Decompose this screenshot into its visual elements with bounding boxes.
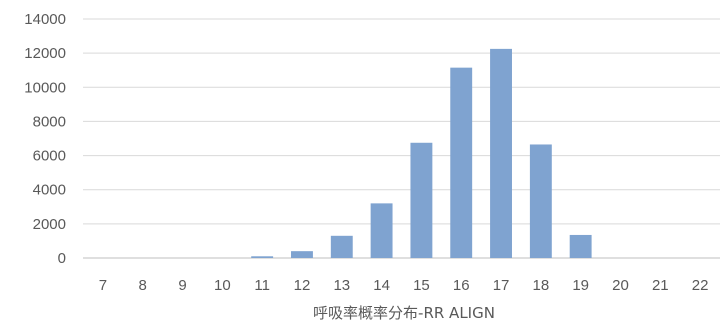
bar-11: [251, 256, 274, 258]
x-axis-label: 呼吸率概率分布-RR ALIGN: [313, 304, 495, 322]
y-tick-label: 14000: [24, 11, 66, 28]
y-tick-label: 10000: [24, 79, 66, 96]
x-tick-label: 22: [692, 277, 709, 294]
y-tick-label: 8000: [33, 113, 66, 130]
bar-17: [490, 48, 512, 258]
bar-13: [330, 235, 353, 258]
x-tick-label: 19: [572, 277, 589, 294]
x-tick-label: 7: [99, 277, 107, 294]
bar-16: [450, 67, 473, 259]
bar-19: [569, 234, 592, 258]
bar-15: [410, 142, 433, 258]
x-axis-tick-labels: 7 8 9 10 11 12 13 14 15 16 17 18 19 20 21 22: [99, 277, 709, 294]
y-axis-tick-labels: 0 2000 4000 6000 8000 10000 12000 14000: [24, 11, 66, 267]
x-tick-label: 16: [453, 277, 470, 294]
gridlines: [83, 18, 720, 259]
x-tick-label: 11: [254, 277, 270, 294]
x-tick-label: 15: [413, 277, 430, 294]
y-tick-label: 4000: [33, 182, 66, 199]
x-tick-label: 14: [373, 277, 390, 294]
bar-18: [529, 144, 552, 258]
y-tick-label: 12000: [24, 45, 66, 62]
y-tick-label: 0: [58, 250, 66, 267]
x-tick-label: 17: [493, 277, 510, 294]
bars: [251, 48, 592, 259]
bar-12: [291, 251, 313, 258]
y-tick-label: 6000: [33, 148, 66, 165]
bar-14: [370, 203, 393, 258]
x-tick-label: 10: [214, 277, 231, 294]
x-tick-label: 9: [178, 277, 186, 294]
x-tick-label: 20: [612, 277, 629, 294]
x-tick-label: 8: [139, 277, 147, 294]
y-tick-label: 2000: [33, 216, 66, 233]
x-tick-label: 12: [294, 277, 311, 294]
x-tick-label: 21: [652, 277, 669, 294]
x-tick-label: 13: [333, 277, 350, 294]
x-tick-label: 18: [533, 277, 550, 294]
